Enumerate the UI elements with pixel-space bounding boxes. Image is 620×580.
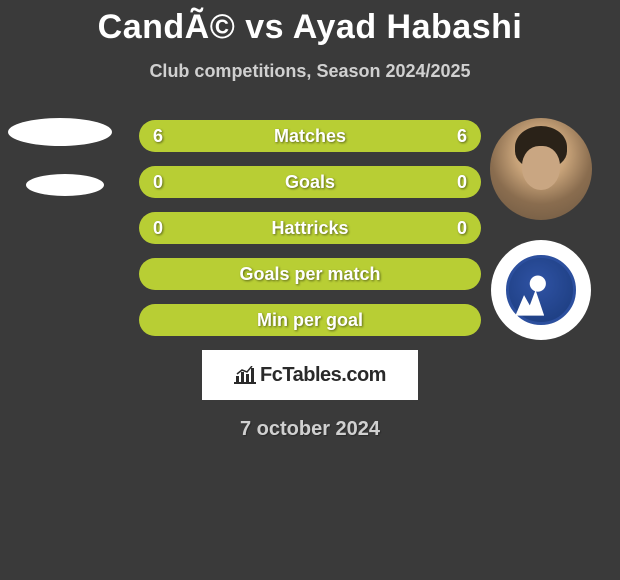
right-player-images <box>490 118 592 340</box>
logo-text: FcTables.com <box>260 364 386 387</box>
stat-right-value: 6 <box>447 126 467 147</box>
stat-left-value: 0 <box>153 172 173 193</box>
stat-label: Goals per match <box>239 264 380 285</box>
stat-right-value: 0 <box>447 218 467 239</box>
left-club-badge <box>26 174 104 196</box>
stat-left-value: 0 <box>153 218 173 239</box>
left-player-avatar <box>8 118 112 146</box>
right-player-avatar <box>490 118 592 220</box>
stat-label: Matches <box>274 126 346 147</box>
stat-label: Min per goal <box>257 310 363 331</box>
stat-row-goals: 0 Goals 0 <box>139 166 481 198</box>
stat-left-value: 6 <box>153 126 173 147</box>
stat-right-value: 0 <box>447 172 467 193</box>
stat-row-goals-per-match: Goals per match <box>139 258 481 290</box>
stats-list: 6 Matches 6 0 Goals 0 0 Hattricks 0 Goal… <box>139 120 481 336</box>
site-logo[interactable]: FcTables.com <box>202 350 418 400</box>
page-title: CandÃ© vs Ayad Habashi <box>0 8 620 47</box>
club-badge-icon <box>506 255 576 325</box>
stat-label: Hattricks <box>271 218 348 239</box>
main-area: 6 Matches 6 0 Goals 0 0 Hattricks 0 Goal… <box>0 120 620 441</box>
stat-row-min-per-goal: Min per goal <box>139 304 481 336</box>
stat-row-hattricks: 0 Hattricks 0 <box>139 212 481 244</box>
left-player-images <box>8 118 112 196</box>
comparison-widget: CandÃ© vs Ayad Habashi Club competitions… <box>0 0 620 441</box>
date-label: 7 october 2024 <box>0 418 620 441</box>
subtitle: Club competitions, Season 2024/2025 <box>0 61 620 82</box>
stat-label: Goals <box>285 172 335 193</box>
right-club-badge <box>491 240 591 340</box>
chart-icon <box>234 366 256 384</box>
stat-row-matches: 6 Matches 6 <box>139 120 481 152</box>
